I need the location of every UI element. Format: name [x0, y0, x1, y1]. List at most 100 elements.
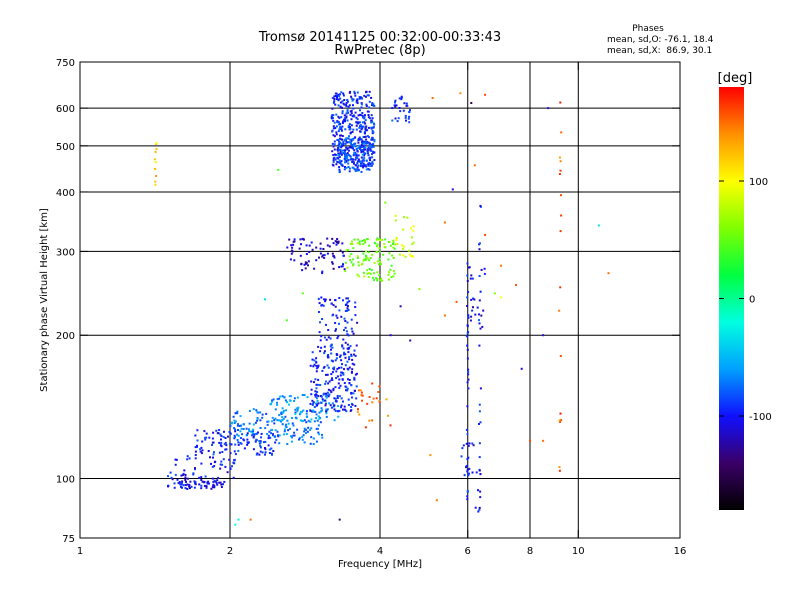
data-point [337, 148, 340, 151]
data-point [371, 156, 374, 159]
data-point [352, 263, 355, 266]
data-point [293, 397, 296, 400]
data-point [560, 194, 562, 197]
data-point [324, 382, 327, 385]
data-point [226, 471, 229, 474]
data-point [356, 166, 359, 169]
data-point [396, 243, 399, 245]
data-point [363, 121, 366, 124]
data-point [478, 456, 481, 459]
data-point [357, 154, 360, 157]
data-point [288, 238, 291, 241]
data-point [344, 149, 347, 152]
data-point [361, 240, 364, 242]
data-point [230, 443, 233, 446]
data-point [335, 92, 338, 95]
data-point [342, 149, 345, 152]
data-point [180, 482, 183, 484]
data-point [199, 450, 202, 453]
data-point [365, 254, 367, 257]
data-point [333, 408, 336, 411]
data-point [225, 448, 228, 451]
data-point [304, 428, 307, 431]
data-point [283, 430, 286, 433]
data-point [316, 391, 319, 393]
data-point [343, 368, 345, 371]
data-point [367, 164, 370, 167]
data-point [376, 278, 379, 280]
data-point [402, 254, 405, 257]
grid-layer [80, 62, 680, 538]
data-point [410, 254, 413, 257]
data-point [348, 255, 351, 258]
data-point [315, 364, 318, 367]
data-point [219, 481, 222, 484]
data-point [353, 168, 356, 171]
data-point [351, 403, 354, 406]
data-point [368, 259, 371, 262]
data-point [293, 259, 296, 262]
data-point [358, 240, 361, 243]
data-point [357, 138, 360, 140]
data-point [342, 338, 345, 341]
data-point [305, 415, 308, 418]
data-point [203, 480, 206, 483]
data-point [363, 136, 366, 138]
data-point [223, 430, 225, 433]
data-point [431, 97, 434, 99]
data-point [352, 138, 355, 141]
data-point [295, 407, 298, 410]
data-point [315, 367, 318, 370]
data-point [305, 432, 307, 435]
data-point [375, 250, 378, 253]
data-point [479, 387, 482, 390]
data-point [466, 433, 469, 436]
data-point [341, 135, 344, 137]
data-point [405, 119, 407, 122]
data-point [281, 423, 284, 426]
data-point [360, 150, 363, 153]
data-point [215, 429, 218, 432]
data-point [210, 462, 212, 465]
data-point [347, 334, 350, 337]
data-point [270, 400, 273, 403]
data-point [280, 420, 282, 423]
data-point [336, 240, 339, 243]
data-point [344, 128, 347, 131]
data-point [468, 472, 470, 475]
data-point [358, 96, 361, 99]
data-point [261, 451, 264, 454]
data-point [472, 306, 474, 309]
data-point [281, 395, 284, 398]
data-point [376, 271, 379, 274]
data-point [339, 101, 342, 104]
data-point [260, 432, 263, 435]
data-point [155, 143, 158, 145]
data-point [233, 427, 236, 430]
data-point [360, 125, 363, 128]
data-point [312, 365, 315, 368]
data-point [356, 242, 359, 245]
data-point [340, 366, 343, 369]
data-point [340, 129, 343, 132]
data-point [323, 399, 326, 402]
data-point [338, 266, 341, 269]
data-point [175, 458, 178, 461]
data-point [333, 121, 336, 124]
data-point [347, 309, 350, 311]
data-point [287, 422, 290, 425]
data-point [344, 158, 347, 161]
data-point [359, 125, 361, 128]
data-point [246, 438, 249, 441]
data-point [289, 258, 292, 261]
data-point [302, 434, 305, 437]
data-point [400, 244, 403, 247]
data-point [340, 371, 343, 374]
data-points-layer [153, 90, 610, 526]
data-point [465, 466, 467, 469]
data-point [241, 433, 244, 436]
data-point [346, 333, 349, 336]
data-point [264, 440, 267, 443]
data-point [338, 322, 340, 325]
data-point [353, 142, 356, 145]
